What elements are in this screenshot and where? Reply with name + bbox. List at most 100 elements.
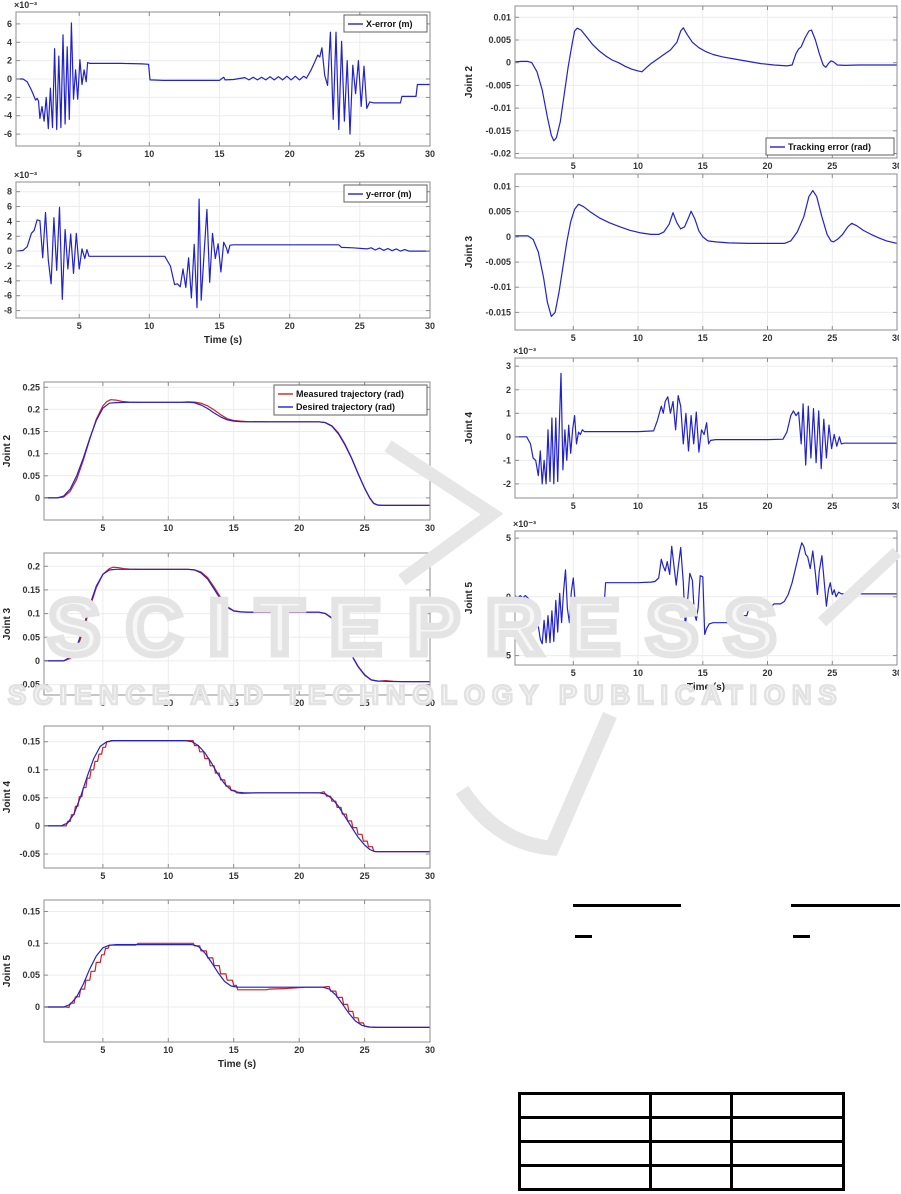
svg-text:3: 3: [506, 361, 511, 371]
svg-text:10: 10: [144, 149, 154, 159]
svg-text:2: 2: [506, 385, 511, 395]
svg-text:-0.005: -0.005: [485, 80, 511, 90]
svg-text:4: 4: [7, 37, 12, 47]
svg-text:5: 5: [571, 668, 576, 678]
svg-text:0.15: 0.15: [22, 427, 40, 437]
svg-text:-0.05: -0.05: [19, 680, 40, 690]
svg-text:Joint 5: Joint 5: [2, 954, 13, 987]
svg-text:30: 30: [892, 161, 899, 171]
svg-text:30: 30: [425, 321, 435, 331]
svg-text:15: 15: [698, 161, 708, 171]
svg-text:-4: -4: [4, 111, 12, 121]
svg-text:Tracking error (rad): Tracking error (rad): [788, 142, 871, 152]
svg-text:0.15: 0.15: [22, 907, 40, 917]
svg-text:15: 15: [229, 698, 239, 708]
svg-text:-4: -4: [4, 276, 12, 286]
svg-text:25: 25: [360, 523, 370, 533]
svg-text:0: 0: [506, 58, 511, 68]
svg-text:30: 30: [425, 149, 435, 159]
svg-text:0.25: 0.25: [22, 382, 40, 392]
svg-text:8: 8: [7, 187, 12, 197]
svg-text:10: 10: [163, 871, 173, 881]
chart-joint3-tracking-error: 5 10 15 20 25 30 -0.015 -0.01 -0.005 0 0.005 0.01 Jo…: [462, 171, 901, 343]
svg-text:20: 20: [294, 1045, 304, 1055]
svg-text:15: 15: [214, 321, 224, 331]
svg-text:6: 6: [7, 19, 12, 29]
svg-text:15: 15: [698, 333, 708, 343]
table-cell: [518, 1140, 652, 1167]
svg-text:0.05: 0.05: [22, 632, 40, 642]
svg-text:25: 25: [360, 698, 370, 708]
table-cell: [730, 1140, 845, 1167]
svg-text:15: 15: [229, 871, 239, 881]
svg-text:-8: -8: [4, 306, 12, 316]
svg-text:25: 25: [827, 668, 837, 678]
chart-joint2-tracking-error: 5 10 15 20 25 30 -0.02 -0.015 -0.01 -0.005 0 0.005 0…: [462, 0, 901, 172]
svg-text:20: 20: [285, 321, 295, 331]
svg-text:15: 15: [229, 1045, 239, 1055]
svg-text:10: 10: [144, 321, 154, 331]
table-cell: [649, 1116, 733, 1143]
svg-text:Joint 4: Joint 4: [464, 411, 475, 444]
svg-text:Joint 4: Joint 4: [2, 780, 13, 813]
svg-text:10: 10: [633, 161, 643, 171]
svg-text:0.2: 0.2: [27, 404, 40, 414]
results-table: [518, 1092, 845, 1191]
svg-text:15: 15: [214, 149, 224, 159]
chart-joint4-trajectory: 5 10 15 20 25 30 -0.05 0 0.05 0.1 0.15 Joint 4: [0, 711, 436, 883]
svg-text:10: 10: [633, 668, 643, 678]
svg-text:10: 10: [163, 1045, 173, 1055]
svg-text:X-error (m): X-error (m): [366, 19, 413, 29]
svg-text:0.01: 0.01: [493, 182, 511, 192]
svg-text:2: 2: [7, 231, 12, 241]
svg-text:30: 30: [425, 871, 435, 881]
svg-text:0.1: 0.1: [27, 449, 40, 459]
equation2-fraction-bar: [791, 904, 900, 907]
table-cell: [730, 1116, 845, 1143]
svg-text:0: 0: [35, 1002, 40, 1012]
svg-text:Joint 3: Joint 3: [464, 235, 475, 268]
svg-text:25: 25: [355, 149, 365, 159]
table-cell: [730, 1092, 845, 1119]
svg-text:20: 20: [762, 668, 772, 678]
svg-text:×10⁻³: ×10⁻³: [513, 519, 536, 529]
table-cell: [649, 1164, 733, 1191]
svg-text:25: 25: [827, 333, 837, 343]
svg-text:4: 4: [7, 216, 12, 226]
svg-text:25: 25: [360, 1045, 370, 1055]
svg-text:-1: -1: [503, 455, 511, 465]
svg-text:30: 30: [892, 501, 899, 511]
svg-text:5: 5: [506, 533, 511, 543]
svg-text:20: 20: [294, 698, 304, 708]
svg-text:0.1: 0.1: [27, 609, 40, 619]
svg-text:20: 20: [762, 161, 772, 171]
svg-text:5: 5: [100, 698, 105, 708]
svg-text:Time (s): Time (s): [218, 1059, 256, 1070]
svg-text:Joint 2: Joint 2: [464, 65, 475, 98]
svg-text:0.1: 0.1: [27, 938, 40, 948]
equation1-fraction-bar: [573, 904, 681, 907]
svg-text:0.1: 0.1: [27, 765, 40, 775]
svg-text:20: 20: [285, 149, 295, 159]
table-cell: [649, 1092, 733, 1119]
table-row: [518, 1092, 845, 1119]
svg-text:-2: -2: [4, 92, 12, 102]
svg-text:-0.015: -0.015: [485, 126, 511, 136]
svg-text:10: 10: [633, 333, 643, 343]
svg-text:5: 5: [77, 149, 82, 159]
svg-text:5: 5: [571, 501, 576, 511]
chart-joint4-tracking-error: 5 10 15 20 25 30 -2 -1 0 1 2 3×10⁻³ Joint 4: [462, 344, 901, 512]
table-row: [518, 1164, 845, 1191]
svg-text:25: 25: [360, 871, 370, 881]
chart-joint3-trajectory: 5 10 15 20 25 30 -0.05 0 0.05 0.1 0.15 0.2 Joint 3: [0, 538, 436, 710]
svg-text:10: 10: [633, 501, 643, 511]
table-row: [518, 1116, 845, 1143]
svg-text:0: 0: [506, 432, 511, 442]
svg-text:Joint 2: Joint 2: [2, 434, 13, 467]
svg-text:25: 25: [355, 321, 365, 331]
svg-text:5: 5: [77, 321, 82, 331]
svg-text:0: 0: [7, 246, 12, 256]
svg-text:25: 25: [827, 161, 837, 171]
table-cell: [649, 1140, 733, 1167]
